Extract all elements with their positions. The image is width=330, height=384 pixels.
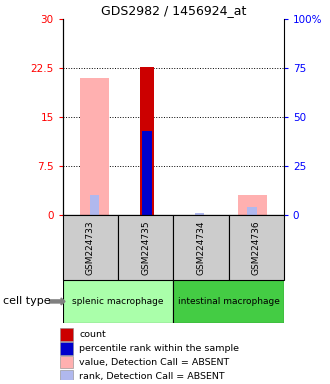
Text: GSM224735: GSM224735 bbox=[141, 220, 150, 275]
Bar bbox=[173, 280, 284, 323]
Bar bbox=[173, 215, 228, 280]
Bar bbox=[60, 356, 73, 369]
Bar bbox=[140, 67, 154, 215]
Text: percentile rank within the sample: percentile rank within the sample bbox=[80, 344, 240, 353]
Text: rank, Detection Call = ABSENT: rank, Detection Call = ABSENT bbox=[80, 372, 225, 381]
Text: value, Detection Call = ABSENT: value, Detection Call = ABSENT bbox=[80, 358, 230, 367]
Bar bbox=[63, 280, 173, 323]
Bar bbox=[238, 195, 267, 215]
Text: cell type: cell type bbox=[3, 296, 51, 306]
Bar bbox=[228, 215, 284, 280]
Bar bbox=[60, 328, 73, 341]
Bar bbox=[63, 215, 118, 280]
Bar bbox=[60, 342, 73, 354]
Text: splenic macrophage: splenic macrophage bbox=[72, 297, 164, 306]
Text: GSM224736: GSM224736 bbox=[252, 220, 261, 275]
Bar bbox=[60, 370, 73, 382]
Bar bbox=[118, 215, 173, 280]
Bar bbox=[89, 195, 99, 215]
Text: count: count bbox=[80, 330, 106, 339]
Bar bbox=[142, 131, 152, 215]
Bar bbox=[80, 78, 109, 215]
Text: intestinal macrophage: intestinal macrophage bbox=[178, 297, 280, 306]
Title: GDS2982 / 1456924_at: GDS2982 / 1456924_at bbox=[101, 3, 246, 17]
Bar bbox=[248, 207, 257, 215]
Text: GSM224734: GSM224734 bbox=[196, 220, 205, 275]
Text: GSM224733: GSM224733 bbox=[86, 220, 95, 275]
Bar bbox=[195, 213, 204, 215]
